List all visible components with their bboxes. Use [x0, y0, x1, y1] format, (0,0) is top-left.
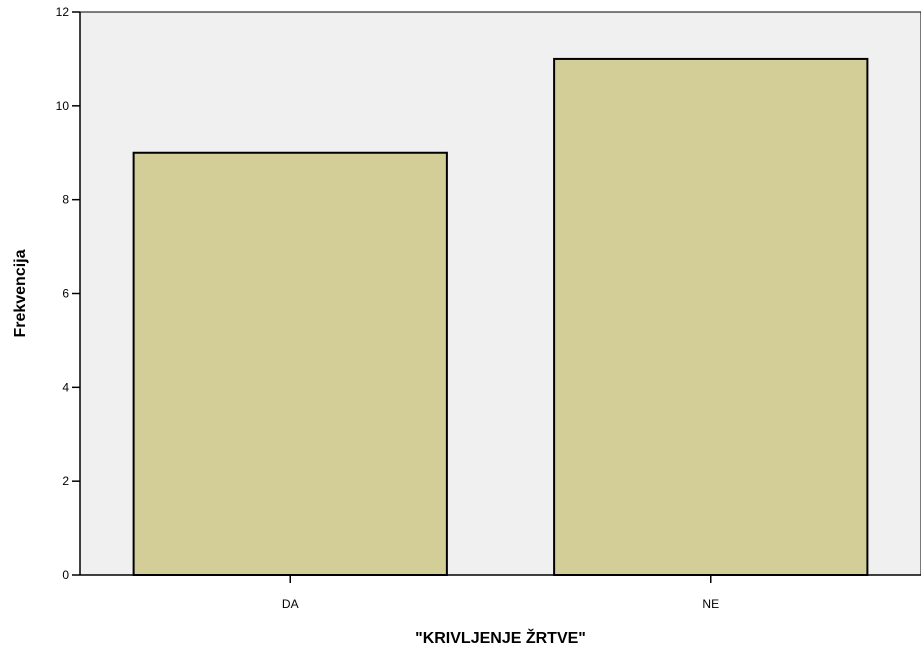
y-axis-ticks: 0 2 4 6 8 10 12: [56, 5, 80, 582]
y-tick-label: 10: [56, 99, 70, 113]
y-tick-label: 2: [62, 474, 69, 488]
x-axis-ticks: DA NE: [282, 575, 719, 611]
y-tick-label: 6: [62, 287, 69, 301]
y-tick-label: 0: [62, 568, 69, 582]
y-tick-label: 12: [56, 5, 70, 19]
x-tick-label: NE: [702, 597, 719, 611]
x-axis-title: "KRIVLJENJE ŽRTVE": [415, 628, 586, 647]
x-tick-label: DA: [282, 597, 299, 611]
bar-ne: [553, 57, 869, 576]
y-tick-label: 4: [62, 380, 69, 394]
bar-da: [132, 151, 448, 576]
y-axis-title: Frekvencija: [12, 249, 29, 337]
y-tick-label: 8: [62, 193, 69, 207]
